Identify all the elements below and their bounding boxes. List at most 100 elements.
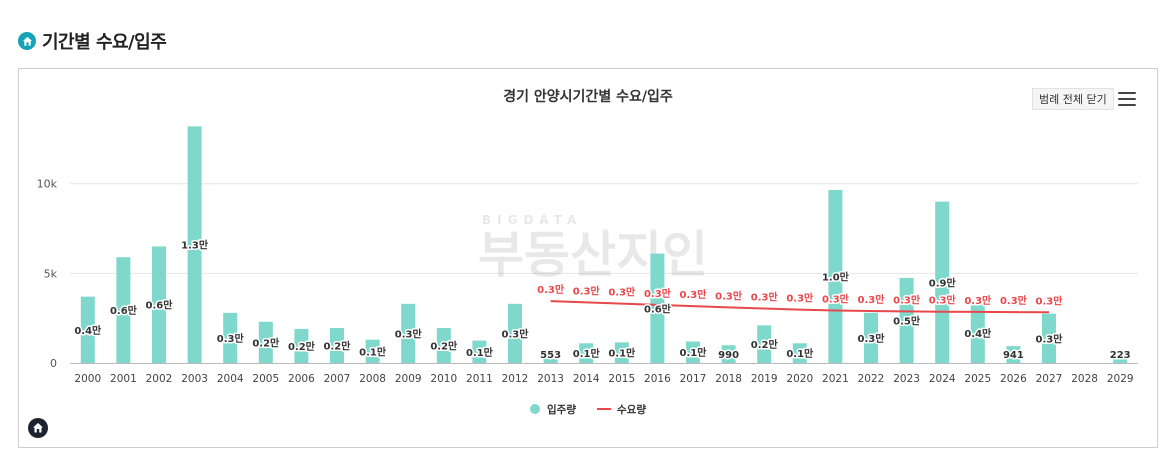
bar-data-label: 0.1만 bbox=[608, 347, 636, 360]
watermark-big: 부동산지인 bbox=[478, 226, 708, 284]
bar bbox=[970, 302, 985, 363]
bar-data-label: 0.6만 bbox=[110, 304, 138, 317]
bar bbox=[828, 189, 843, 363]
bar-data-label: 0.2만 bbox=[751, 338, 779, 351]
bar-data-label: 0.3만 bbox=[858, 332, 886, 345]
line-data-label: 0.3만 bbox=[680, 288, 708, 301]
bar-data-label: 0.4만 bbox=[964, 327, 992, 340]
watermark: BIGDATA 부동산지인 bbox=[478, 213, 708, 284]
bar-data-label: 0.1만 bbox=[359, 345, 387, 358]
x-tick-label: 2023 bbox=[893, 373, 920, 385]
x-tick-label: 2021 bbox=[822, 373, 849, 385]
bar bbox=[721, 345, 736, 363]
bar bbox=[686, 341, 700, 363]
bar bbox=[472, 340, 487, 363]
bar bbox=[330, 328, 344, 363]
bar bbox=[757, 325, 772, 363]
line-data-label: 0.3만 bbox=[964, 294, 992, 307]
section-header: 기간별 수요/입주 bbox=[18, 28, 167, 54]
line-layer bbox=[550, 300, 1050, 314]
x-tick-label: 2007 bbox=[324, 373, 351, 385]
bar-data-label: 1.0만 bbox=[822, 270, 850, 283]
x-tick-label: 2000 bbox=[74, 373, 101, 385]
bar-data-label: 0.3만 bbox=[502, 327, 530, 340]
line-data-label: 0.3만 bbox=[858, 293, 886, 306]
label-layer: 0.4만 0.6만 0.6만 1.3만 0.3만 0.2만 0.2만 0.2만 0.1만 0.3만… bbox=[73, 237, 1132, 362]
demand-line bbox=[550, 300, 1050, 314]
chart-title: 경기 안양시기간별 수요/입주 bbox=[503, 88, 673, 105]
bar-data-label: 941 bbox=[1003, 350, 1024, 361]
bar bbox=[1042, 313, 1056, 363]
x-tick-label: 2015 bbox=[608, 373, 635, 385]
bar bbox=[899, 277, 914, 363]
bar bbox=[294, 328, 309, 363]
bar bbox=[650, 253, 665, 363]
line-data-label: 0.3만 bbox=[1000, 294, 1028, 307]
legend-supply-label: 입주량 bbox=[547, 403, 576, 416]
x-tick-label: 2005 bbox=[252, 373, 279, 385]
bar-data-label: 0.6만 bbox=[644, 302, 672, 315]
line-data-label: 0.3만 bbox=[608, 286, 636, 299]
bar-data-label: 0.5만 bbox=[893, 314, 921, 327]
line-data-label: 0.3만 bbox=[786, 292, 814, 305]
bar bbox=[80, 296, 95, 363]
axis-layer: 0 5k 10k 2000 2001 2002 2003 2004 2005 2006 2007 20… bbox=[37, 178, 1138, 385]
line-data-label: 0.3만 bbox=[537, 283, 565, 296]
bar bbox=[508, 303, 522, 363]
bar-data-label: 0.3만 bbox=[217, 332, 245, 345]
bar-data-label: 0.1만 bbox=[573, 347, 601, 360]
bar bbox=[1113, 359, 1128, 363]
bar bbox=[187, 126, 202, 363]
x-tick-label: 2003 bbox=[181, 373, 208, 385]
bar-data-label: 0.2만 bbox=[288, 340, 316, 353]
bar-data-label: 990 bbox=[718, 350, 739, 361]
x-tick-label: 2026 bbox=[1000, 373, 1027, 385]
bar-data-label: 0.3만 bbox=[395, 327, 423, 340]
bar bbox=[579, 343, 594, 363]
line-data-label: 0.3만 bbox=[1036, 294, 1064, 307]
x-tick-label: 2028 bbox=[1071, 373, 1098, 385]
bar bbox=[365, 339, 380, 363]
x-tick-label: 2010 bbox=[430, 373, 457, 385]
line-data-label: 0.3만 bbox=[715, 289, 743, 302]
x-tick-label: 2025 bbox=[964, 373, 991, 385]
bar-data-label: 0.1만 bbox=[680, 346, 708, 359]
x-tick-label: 2013 bbox=[537, 373, 564, 385]
bar bbox=[614, 342, 629, 363]
line-data-label: 0.3만 bbox=[822, 292, 850, 305]
x-tick-label: 2020 bbox=[786, 373, 813, 385]
x-tick-label: 2018 bbox=[715, 373, 742, 385]
legend-supply-marker bbox=[530, 404, 540, 414]
legend-toggle-button[interactable]: 범례 전체 닫기 bbox=[1032, 88, 1114, 110]
bar-data-label: 1.3만 bbox=[181, 239, 209, 252]
x-tick-label: 2011 bbox=[466, 373, 493, 385]
x-tick-label: 2024 bbox=[929, 373, 956, 385]
x-tick-label: 2017 bbox=[680, 373, 707, 385]
bar bbox=[935, 201, 950, 363]
legend-demand-label: 수요량 bbox=[617, 404, 646, 416]
x-tick-label: 2004 bbox=[217, 373, 244, 385]
chart-container bbox=[18, 68, 1158, 448]
home-icon bbox=[18, 32, 36, 50]
bar-data-label: 553 bbox=[540, 350, 561, 361]
line-data-label: 0.3만 bbox=[644, 287, 672, 300]
bar bbox=[792, 343, 807, 363]
x-tick-label: 2029 bbox=[1107, 373, 1134, 385]
bar-data-label: 0.2만 bbox=[430, 340, 458, 353]
x-tick-label: 2012 bbox=[502, 373, 529, 385]
section-title: 기간별 수요/입주 bbox=[42, 32, 167, 53]
bar bbox=[864, 312, 878, 363]
bar bbox=[543, 353, 558, 363]
logo-icon bbox=[28, 418, 48, 438]
bar-data-label: 0.6만 bbox=[146, 299, 174, 312]
bar-layer bbox=[80, 126, 1128, 363]
bar-data-label: 0.3만 bbox=[1036, 332, 1064, 345]
bar-data-label: 0.2만 bbox=[252, 336, 280, 349]
bar bbox=[436, 328, 451, 363]
menu-icon[interactable] bbox=[1118, 92, 1136, 106]
bar-data-label: 0.9만 bbox=[929, 276, 957, 289]
line-data-label: 0.3만 bbox=[893, 293, 921, 306]
line-data-label: 0.3만 bbox=[929, 294, 957, 307]
x-tick-label: 2016 bbox=[644, 373, 671, 385]
